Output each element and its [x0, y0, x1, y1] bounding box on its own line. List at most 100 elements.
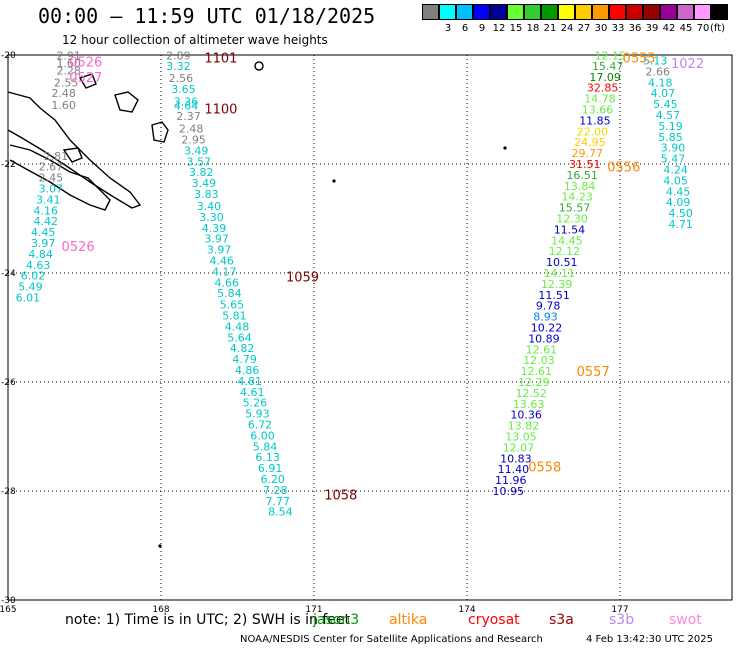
wave-height-value: 11.85 — [579, 114, 611, 127]
wave-height-value: 10.36 — [510, 409, 541, 422]
color-scale-label: 18 — [526, 23, 540, 34]
satellite-legend-item: s3a — [549, 612, 574, 628]
wave-height-value: 10.89 — [528, 332, 560, 345]
color-scale-label: 12 — [492, 23, 506, 34]
wave-height-value: 4.07 — [651, 87, 676, 100]
wave-height-value: 5.81 — [222, 310, 247, 323]
wave-height-value: 10.51 — [546, 256, 578, 269]
wave-height-value: 13.84 — [564, 180, 596, 193]
wave-height-value: 12.30 — [556, 213, 588, 226]
wave-height-value: 10.22 — [531, 322, 563, 335]
wave-height-value: 2.81 — [44, 150, 68, 163]
wave-height-value: 4.82 — [230, 342, 255, 355]
color-scale-swatch — [473, 4, 490, 20]
wave-height-value: 3.36 — [174, 95, 199, 108]
wave-height-value: 14.23 — [561, 191, 593, 204]
wave-height-value: 12.15 — [595, 50, 627, 63]
wave-height-value: 12.29 — [518, 376, 550, 389]
color-scale-unit: (ft) — [710, 23, 726, 34]
color-scale-swatch — [456, 4, 473, 20]
color-scale-label: 24 — [560, 23, 574, 34]
wave-height-value: 5.45 — [653, 98, 678, 111]
wave-height-value: 3.97 — [31, 237, 56, 250]
wave-height-value: 12.03 — [523, 354, 555, 367]
wave-height-value: 4.61 — [240, 386, 264, 399]
wave-height-value: 4.46 — [209, 254, 234, 267]
wave-height-value: 4.16 — [34, 204, 59, 217]
color-scale-label: 27 — [577, 23, 591, 34]
land-outline — [114, 91, 139, 113]
land-outline — [62, 147, 83, 163]
page-title: 00:00 – 11:59 UTC 01/18/2025 — [38, 4, 376, 28]
color-scale-label: 70 — [696, 23, 710, 34]
color-scale-swatch — [643, 4, 660, 20]
wave-height-value: 2.28 — [56, 64, 80, 77]
longitude-tick-label: 177 — [611, 605, 628, 615]
wave-height-value: 14.78 — [584, 93, 616, 106]
latitude-tick-label: -30 — [1, 596, 16, 606]
wave-height-value: 2.56 — [169, 72, 194, 85]
wave-height-value: 29.77 — [572, 147, 604, 160]
wave-height-value: 5.84 — [217, 287, 242, 300]
satellite-legend-item: cryosat — [468, 612, 520, 628]
wave-height-value: 3.30 — [199, 211, 224, 224]
wave-height-value: 3.97 — [204, 233, 229, 246]
pass-time-label: 0526 — [69, 56, 102, 71]
color-scale-swatch — [575, 4, 592, 20]
latitude-tick-label: -24 — [1, 269, 16, 279]
wave-height-value: 4.63 — [26, 259, 50, 272]
longitude-tick-label: 174 — [458, 605, 475, 615]
wave-height-value: 11.54 — [554, 223, 586, 236]
wave-height-value: 4.71 — [668, 218, 693, 231]
wave-height-value: 11.40 — [498, 463, 529, 476]
wave-height-value: 12.39 — [541, 278, 573, 291]
wave-height-value: 2.89 — [166, 50, 191, 63]
wave-height-value: 15.47 — [592, 60, 624, 73]
land-outline — [9, 144, 111, 211]
color-scale-label: 6 — [461, 23, 469, 34]
small-island — [503, 146, 507, 150]
coastline — [7, 61, 507, 548]
wave-height-value: 22.00 — [577, 125, 609, 138]
wave-height-value: 11.51 — [538, 289, 570, 302]
wave-height-value: 2.91 — [56, 50, 80, 63]
wave-height-value: 12.61 — [521, 365, 553, 378]
satellite-legend-item: jason3 — [313, 612, 360, 628]
wave-height-value: 15.57 — [559, 202, 591, 215]
wave-height-value: 6.20 — [260, 473, 285, 486]
land-outline — [7, 91, 142, 209]
small-island — [332, 179, 336, 183]
satellite-legend-item: altika — [389, 612, 428, 628]
wave-height-value: 6.72 — [248, 419, 273, 432]
color-scale-label: 3 — [444, 23, 452, 34]
wave-height-value: 4.05 — [663, 174, 688, 187]
wave-height-value: 4.18 — [648, 76, 673, 89]
wave-height-value: 4.64 — [174, 100, 199, 113]
pass-time-label: 0526 — [62, 240, 95, 255]
wave-height-value: 13.82 — [508, 420, 540, 433]
wave-height-value: 1.60 — [51, 99, 76, 112]
wave-height-value: 7.77 — [266, 495, 291, 508]
wave-height-value: 2.48 — [51, 87, 76, 100]
latitude-tick-label: -22 — [1, 160, 16, 170]
color-scale-swatch — [507, 4, 524, 20]
wave-height-value: 7.28 — [263, 484, 288, 497]
map-tick-labels: 165 168 171 174 177 -20 -22 -24 -26 -28 -30 — [0, 51, 629, 615]
land-outline — [78, 73, 97, 89]
wave-height-value: 5.64 — [227, 331, 252, 344]
wave-height-value: 4.84 — [28, 248, 53, 261]
wave-height-value: 12.12 — [549, 245, 581, 258]
land-outline — [254, 61, 264, 71]
color-scale-label: 45 — [679, 23, 693, 34]
wave-height-value: 4.42 — [34, 215, 59, 228]
wave-height-value: 2.45 — [39, 172, 64, 185]
wave-height-value: 3.41 — [36, 193, 61, 206]
wave-height-value: 16.51 — [566, 169, 598, 182]
agency-credit: NOAA/NESDIS Center for Satellite Applica… — [240, 634, 543, 645]
pass-time-label: 1058 — [324, 488, 357, 503]
wave-height-value: 3.49 — [184, 144, 209, 157]
wave-height-value: 2.67 — [39, 161, 64, 174]
color-scale-label: 36 — [628, 23, 642, 34]
